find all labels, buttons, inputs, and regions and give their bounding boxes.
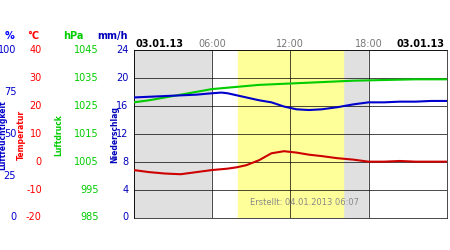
Text: 985: 985: [81, 212, 99, 222]
Bar: [238, 50, 342, 217]
Text: %: %: [4, 31, 14, 41]
Text: 1045: 1045: [74, 45, 99, 55]
Text: °C: °C: [27, 31, 39, 41]
Text: 1005: 1005: [74, 157, 99, 167]
Text: Luftfeuchtigkeit: Luftfeuchtigkeit: [0, 100, 7, 170]
Text: 75: 75: [4, 87, 16, 97]
Text: 100: 100: [0, 45, 16, 55]
Text: 0: 0: [10, 212, 16, 222]
Text: -10: -10: [26, 184, 42, 194]
Text: 50: 50: [4, 129, 16, 139]
Bar: [134, 50, 212, 217]
Text: 03.01.13: 03.01.13: [136, 39, 184, 49]
Bar: [212, 50, 290, 217]
Text: -20: -20: [26, 212, 42, 222]
Text: hPa: hPa: [63, 31, 83, 41]
Text: 24: 24: [116, 45, 128, 55]
Text: 16: 16: [116, 101, 128, 111]
Text: 12: 12: [116, 129, 128, 139]
Text: 30: 30: [30, 73, 42, 83]
Text: 20: 20: [30, 101, 42, 111]
Text: 4: 4: [122, 184, 128, 194]
Text: 10: 10: [30, 129, 42, 139]
Text: 1015: 1015: [74, 129, 99, 139]
Text: 8: 8: [122, 157, 128, 167]
Text: 0: 0: [122, 212, 128, 222]
Text: Erstellt: 04.01.2013 06:07: Erstellt: 04.01.2013 06:07: [250, 198, 359, 207]
Bar: [369, 50, 447, 217]
Text: Luftdruck: Luftdruck: [54, 114, 63, 156]
Text: 20: 20: [116, 73, 128, 83]
Text: Niederschlag: Niederschlag: [110, 106, 119, 164]
Text: 0: 0: [36, 157, 42, 167]
Text: 25: 25: [4, 170, 16, 180]
Text: mm/h: mm/h: [97, 31, 127, 41]
Text: 03.01.13: 03.01.13: [396, 39, 445, 49]
Text: 995: 995: [81, 184, 99, 194]
Text: Temperatur: Temperatur: [17, 110, 26, 160]
Text: 1025: 1025: [74, 101, 99, 111]
Bar: [290, 50, 369, 217]
Text: 40: 40: [30, 45, 42, 55]
Text: 1035: 1035: [74, 73, 99, 83]
